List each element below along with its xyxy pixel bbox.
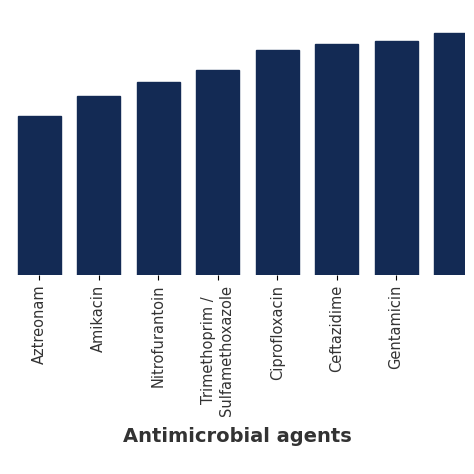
Bar xyxy=(196,70,239,275)
Bar xyxy=(137,82,180,275)
Bar xyxy=(18,116,61,275)
X-axis label: Antimicrobial agents: Antimicrobial agents xyxy=(123,427,351,446)
Bar xyxy=(315,44,358,275)
Bar xyxy=(256,50,299,275)
Bar xyxy=(375,41,418,275)
Bar xyxy=(77,96,120,275)
Bar xyxy=(434,33,474,275)
